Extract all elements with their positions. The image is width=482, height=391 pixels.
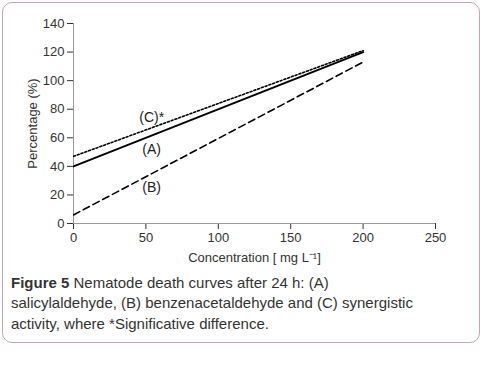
svg-text:0: 0 [57,216,64,231]
html-text:Figure 5 Nematode death curves: Figure 5 Nematode death curves after 24 … [11,274,413,332]
svg-text:50: 50 [139,230,153,245]
svg-text:200: 200 [352,230,374,245]
svg-text:80: 80 [50,101,64,116]
svg-text:150: 150 [280,230,302,245]
svg-text:20: 20 [50,187,64,202]
svg-text:140: 140 [43,16,65,31]
svg-text:120: 120 [43,44,65,59]
svg-text:100: 100 [207,230,229,245]
svg-text:Concentration [ mg L⁻¹]: Concentration [ mg L⁻¹] [188,250,321,265]
svg-text:Percentage (%): Percentage (%) [25,78,40,168]
svg-text:250: 250 [425,230,447,245]
svg-text:40: 40 [50,159,64,174]
svg-text:(A): (A) [142,141,161,157]
svg-text:(B): (B) [142,179,161,195]
svg-text:60: 60 [50,130,64,145]
svg-text:(C)*: (C)* [139,109,164,125]
svg-text:100: 100 [43,73,65,88]
svg-text:0: 0 [70,230,77,245]
